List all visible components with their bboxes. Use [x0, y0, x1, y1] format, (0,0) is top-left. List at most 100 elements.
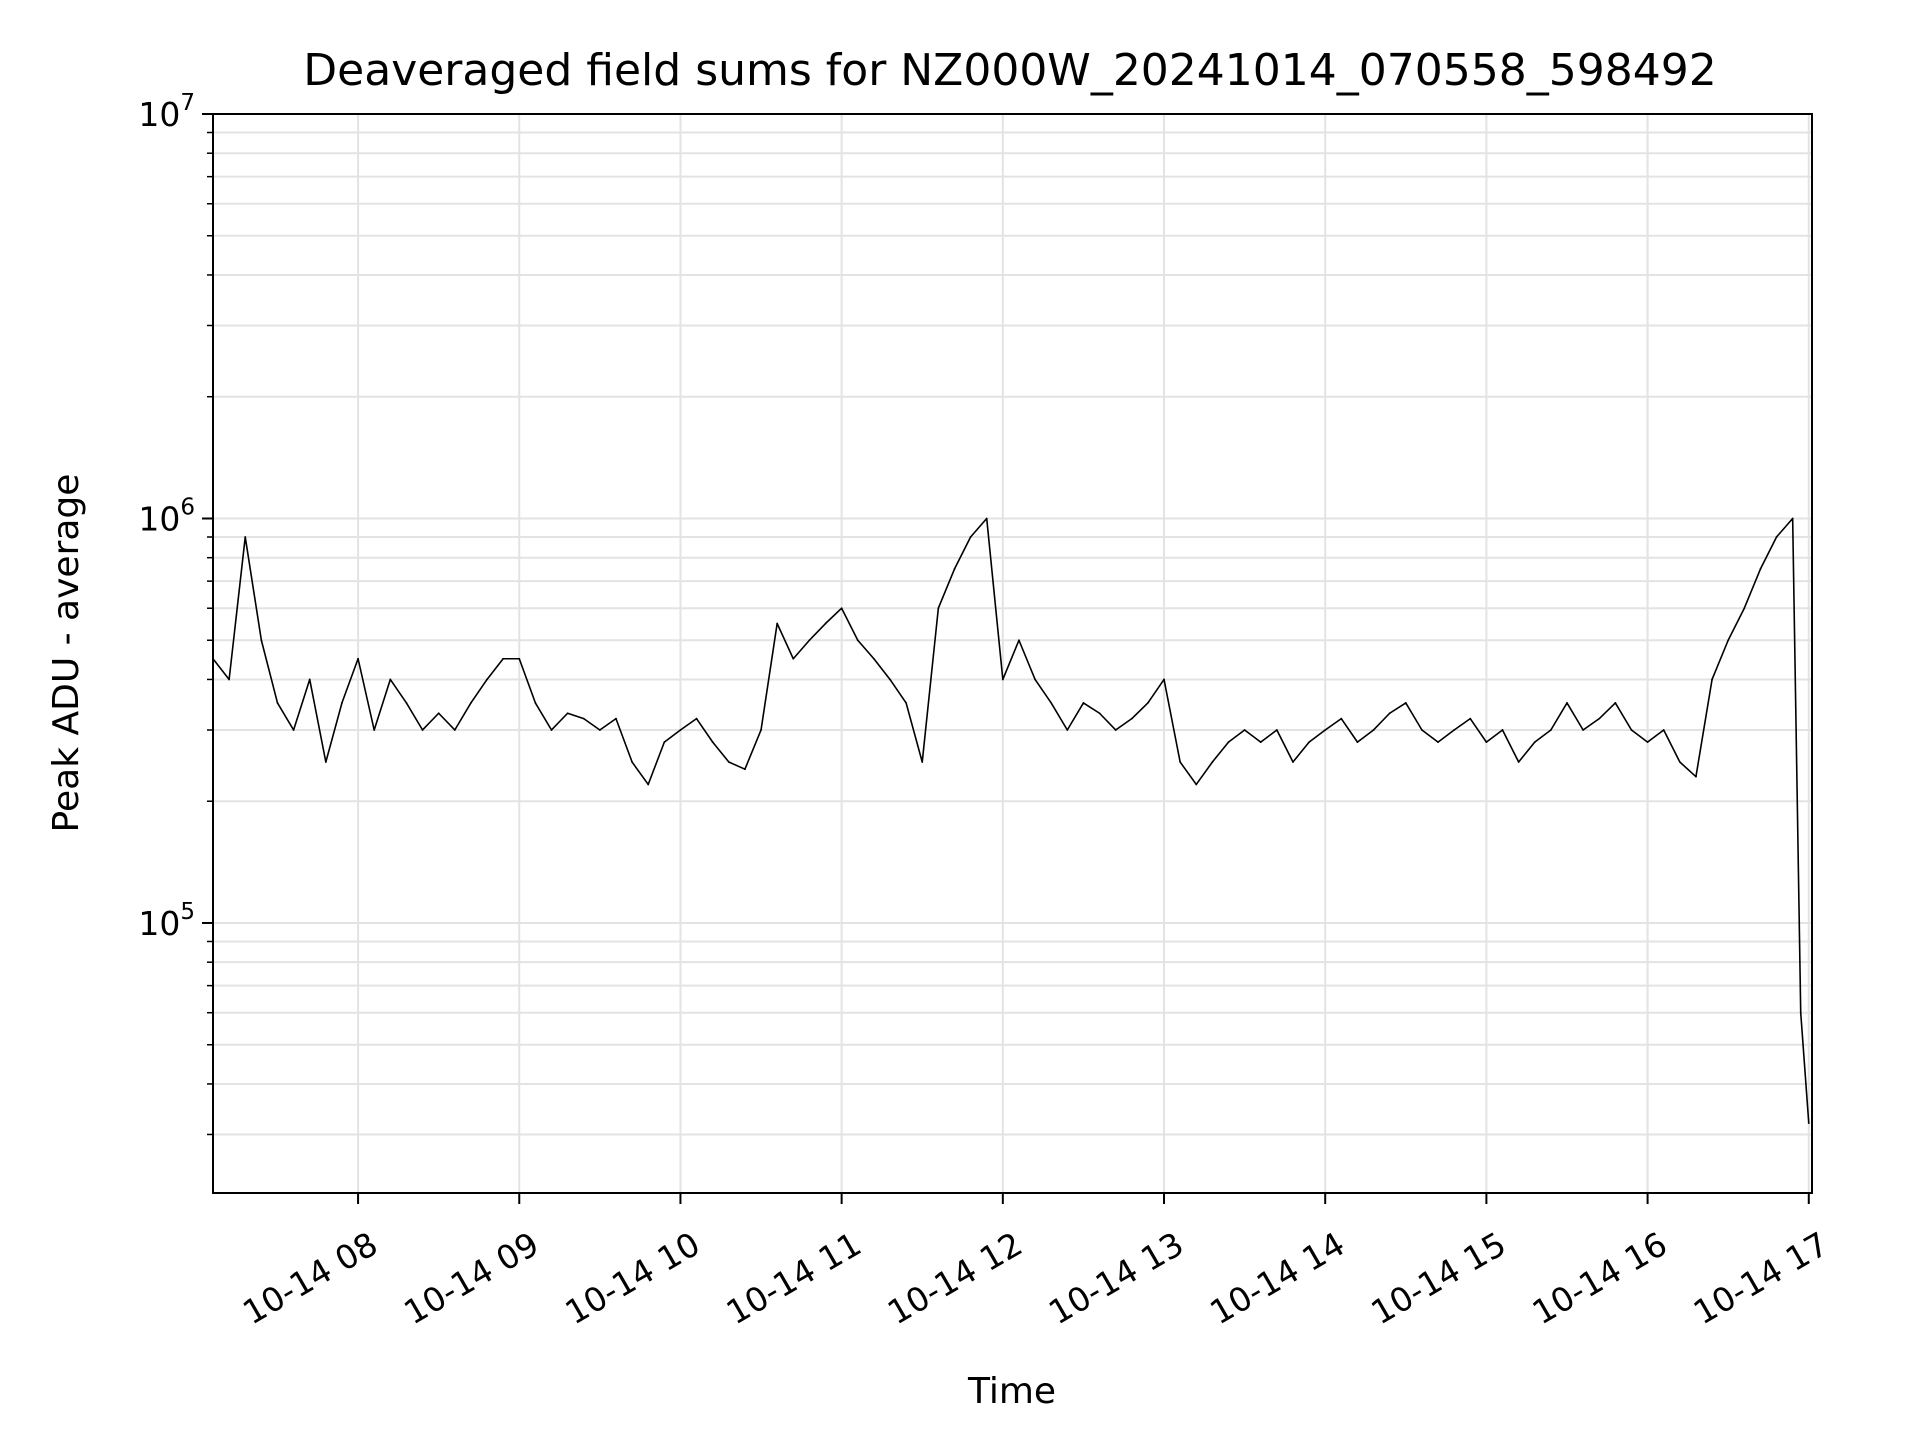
- data-point: [1050, 702, 1053, 704]
- data-point: [1421, 729, 1423, 731]
- data-point: [679, 729, 682, 731]
- data-point: [953, 568, 956, 570]
- data-point: [453, 729, 456, 731]
- y-tick-label: 107: [138, 90, 195, 134]
- data-point: [1034, 678, 1036, 681]
- data-point: [1227, 741, 1230, 744]
- data-point: [727, 761, 730, 763]
- data-point: [1388, 712, 1391, 715]
- data-point: [1195, 783, 1198, 786]
- data-point: [1001, 678, 1004, 681]
- data-point: [276, 702, 279, 704]
- plot-frame: [212, 113, 1813, 1194]
- data-point: [1130, 717, 1133, 720]
- data-point: [1775, 536, 1778, 538]
- data-point: [1018, 639, 1020, 642]
- data-point: [840, 607, 843, 610]
- data-point: [1598, 717, 1601, 720]
- data-point: [921, 761, 924, 763]
- data-point: [872, 657, 875, 660]
- data-point: [389, 678, 392, 681]
- data-series: [212, 517, 1810, 1125]
- data-point: [776, 622, 779, 625]
- data-point: [792, 657, 795, 660]
- data-point: [1807, 1122, 1810, 1125]
- data-point: [437, 712, 440, 715]
- data-point: [1695, 775, 1697, 778]
- data-point: [1469, 717, 1472, 720]
- data-point: [1799, 1011, 1802, 1014]
- data-point: [1646, 741, 1649, 744]
- data-point: [1582, 729, 1585, 731]
- data-point: [341, 702, 343, 704]
- data-point: [1243, 729, 1246, 731]
- data-point: [244, 536, 247, 538]
- data-point: [534, 702, 537, 704]
- data-point: [1614, 702, 1617, 704]
- y-tick-exponent: 5: [180, 899, 195, 925]
- data-point: [1630, 729, 1633, 731]
- data-point: [856, 639, 859, 642]
- data-point: [324, 761, 327, 763]
- data-point: [308, 678, 311, 681]
- data-point: [985, 517, 988, 520]
- data-point: [615, 717, 617, 720]
- chart-title: Deaveraged field sums for NZ000W_2024101…: [303, 45, 1716, 96]
- y-tick-label: 106: [138, 494, 195, 538]
- data-point: [598, 729, 601, 731]
- data-point: [357, 657, 359, 660]
- y-tick-exponent: 7: [180, 90, 195, 116]
- data-point: [1275, 729, 1278, 731]
- data-point: [969, 536, 972, 538]
- data-point: [1163, 678, 1165, 681]
- data-point: [760, 729, 762, 731]
- data-point: [1372, 729, 1375, 731]
- data-point: [1711, 678, 1713, 681]
- y-tick-base: 10: [138, 95, 180, 134]
- y-axis-label: Peak ADU - average: [46, 474, 87, 833]
- data-point: [631, 761, 633, 763]
- data-point: [1727, 639, 1730, 642]
- data-point: [905, 702, 908, 704]
- y-tick-exponent: 6: [180, 494, 195, 520]
- data-point: [1404, 702, 1407, 704]
- data-point: [1340, 717, 1343, 720]
- data-point: [582, 717, 585, 720]
- data-point: [1356, 741, 1359, 744]
- data-point: [889, 678, 891, 681]
- data-point: [502, 657, 505, 660]
- data-point: [486, 678, 488, 681]
- data-point: [808, 639, 811, 642]
- data-point: [518, 657, 521, 660]
- data-point: [292, 729, 295, 731]
- data-point: [1759, 568, 1762, 570]
- data-point: [1082, 702, 1085, 704]
- data-point: [260, 639, 263, 642]
- x-axis-label: Time: [967, 1371, 1056, 1412]
- data-point: [663, 741, 666, 744]
- data-point: [1566, 702, 1568, 704]
- data-point: [1114, 729, 1117, 731]
- data-point: [1259, 741, 1262, 744]
- data-point: [421, 729, 424, 731]
- data-point: [1098, 712, 1101, 715]
- data-point: [1437, 741, 1439, 744]
- data-point: [470, 702, 472, 704]
- data-point: [1066, 729, 1069, 731]
- data-point: [1211, 761, 1214, 763]
- y-tick-label: 105: [138, 899, 195, 943]
- data-point: [1678, 761, 1681, 763]
- data-point: [647, 783, 650, 786]
- data-point: [1662, 729, 1665, 731]
- data-point: [550, 729, 553, 731]
- data-point: [937, 607, 940, 610]
- data-point: [695, 717, 698, 720]
- y-tick-base: 10: [138, 499, 180, 538]
- data-point: [1147, 702, 1149, 704]
- data-point: [1292, 761, 1294, 763]
- data-point: [373, 729, 376, 731]
- data-point: [744, 768, 746, 771]
